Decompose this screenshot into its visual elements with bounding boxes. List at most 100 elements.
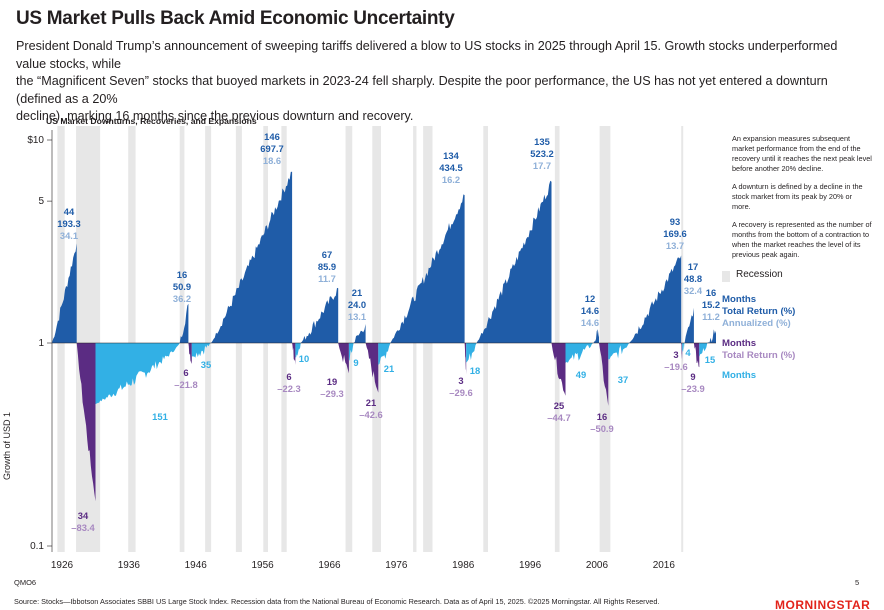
recession-band bbox=[345, 126, 353, 552]
key-downturn: Months Total Return (%) bbox=[722, 338, 872, 362]
recovery-area bbox=[466, 343, 477, 363]
recession-band bbox=[76, 126, 101, 552]
footer-code: QMO6 bbox=[14, 578, 37, 587]
recovery-area bbox=[699, 343, 708, 358]
expansion-return-label: 50.9 bbox=[173, 281, 191, 292]
key-recovery-months: Months bbox=[722, 370, 757, 381]
legend-downturn: A downturn is defined by a decline in th… bbox=[722, 182, 872, 212]
downturn-area bbox=[338, 343, 349, 374]
legend-recovery-text: A recovery is represented as the number … bbox=[732, 220, 872, 259]
downturn-area bbox=[188, 343, 192, 364]
morningstar-logo: MORNINGSTAR bbox=[775, 598, 871, 610]
page-subtitle: President Donald Trump’s announcement of… bbox=[16, 38, 866, 126]
expansion-annualized-label: 34.1 bbox=[60, 230, 78, 241]
downturn-return-label: –29.3 bbox=[320, 388, 343, 399]
expansion-area bbox=[390, 194, 465, 343]
expansion-annualized-label: 16.2 bbox=[442, 174, 460, 185]
key-recovery: Months bbox=[722, 370, 872, 382]
downturn-area bbox=[464, 343, 467, 375]
expansion-return-label: 48.8 bbox=[684, 273, 702, 284]
downturn-months-label: 3 bbox=[458, 375, 463, 386]
key-expansion-return: Total Return (%) bbox=[722, 306, 796, 317]
downturn-area bbox=[292, 343, 296, 365]
expansion-annualized-label: 11.7 bbox=[318, 273, 336, 284]
expansion-months-label: 16 bbox=[177, 269, 187, 280]
expansion-months-label: 12 bbox=[585, 293, 595, 304]
downturn-area bbox=[76, 343, 96, 502]
recovery-months-label: 10 bbox=[299, 353, 309, 364]
expansion-annualized-label: 14.6 bbox=[581, 317, 599, 328]
recovery-area bbox=[378, 343, 391, 365]
expansion-months-label: 21 bbox=[352, 287, 362, 298]
downturn-months-label: 34 bbox=[78, 510, 89, 521]
x-tick-label: 1996 bbox=[519, 560, 542, 571]
expansion-return-label: 24.0 bbox=[348, 299, 366, 310]
expansion-return-label: 697.7 bbox=[260, 143, 283, 154]
recovery-area bbox=[608, 343, 630, 360]
y-tick-label: 0.1 bbox=[30, 541, 44, 552]
recovery-months-label: 37 bbox=[618, 374, 628, 385]
downturn-area bbox=[551, 343, 566, 396]
legend-recovery: A recovery is represented as the number … bbox=[722, 220, 872, 260]
downturn-months-label: 3 bbox=[673, 349, 678, 360]
recovery-area bbox=[295, 343, 301, 358]
key-expansion: Months Total Return (%) Annualized (%) bbox=[722, 294, 872, 330]
expansion-return-label: 434.5 bbox=[439, 162, 462, 173]
downturn-months-label: 25 bbox=[554, 400, 564, 411]
expansion-area bbox=[629, 255, 682, 343]
recovery-area bbox=[95, 343, 180, 405]
downturn-area bbox=[693, 343, 700, 368]
downturn-area bbox=[681, 343, 683, 363]
y-tick-label: 5 bbox=[38, 196, 44, 207]
expansion-area bbox=[684, 307, 694, 343]
downturn-return-label: –50.9 bbox=[590, 423, 613, 434]
page-number: 5 bbox=[855, 578, 860, 587]
y-tick-label: 1 bbox=[38, 338, 44, 349]
downturn-return-label: –22.3 bbox=[277, 383, 300, 394]
expansion-area bbox=[300, 287, 339, 343]
expansion-annualized-label: 17.7 bbox=[533, 160, 551, 171]
source-note: Source: Stocks—Ibbotson Associates SBBI … bbox=[14, 597, 660, 606]
subtitle-line: the “Magnificent Seven” stocks that buoy… bbox=[16, 74, 828, 106]
expansion-return-label: 169.6 bbox=[663, 228, 686, 239]
expansion-months-label: 67 bbox=[322, 249, 332, 260]
page-title: US Market Pulls Back Amid Economic Uncer… bbox=[16, 8, 455, 29]
expansion-months-label: 93 bbox=[670, 216, 680, 227]
downturn-return-label: –21.8 bbox=[174, 379, 197, 390]
x-tick-label: 1966 bbox=[318, 560, 341, 571]
expansion-return-label: 85.9 bbox=[318, 261, 336, 272]
expansion-annualized-label: 36.2 bbox=[173, 293, 191, 304]
recession-band bbox=[128, 126, 136, 552]
recession-band bbox=[372, 126, 381, 552]
downturn-months-label: 6 bbox=[286, 371, 291, 382]
y-tick-label: $10 bbox=[27, 135, 44, 146]
x-tick-label: 1946 bbox=[185, 560, 208, 571]
key-expansion-months: Months bbox=[722, 294, 757, 305]
recession-band bbox=[205, 126, 212, 552]
legend-recession-label: Recession bbox=[736, 269, 783, 280]
subtitle-line: decline), marking 16 months since the pr… bbox=[16, 109, 414, 123]
recession-band bbox=[681, 126, 684, 552]
downturn-months-label: 21 bbox=[366, 397, 376, 408]
downturn-months-label: 16 bbox=[597, 411, 607, 422]
recovery-months-label: 21 bbox=[384, 363, 394, 374]
expansion-months-label: 135 bbox=[534, 136, 550, 147]
recovery-area bbox=[565, 343, 593, 363]
subtitle-line: President Donald Trump’s announcement of… bbox=[16, 39, 838, 71]
recovery-area bbox=[191, 343, 212, 358]
x-tick-label: 1956 bbox=[251, 560, 274, 571]
expansion-annualized-label: 13.1 bbox=[348, 311, 366, 322]
expansion-annualized-label: 13.7 bbox=[666, 240, 684, 251]
x-tick-label: 1926 bbox=[51, 560, 74, 571]
expansion-months-label: 17 bbox=[688, 261, 698, 272]
expansion-area bbox=[52, 243, 77, 343]
expansion-return-label: 193.3 bbox=[57, 218, 80, 229]
legend-recession: Recession bbox=[722, 269, 872, 282]
expansion-annualized-label: 18.6 bbox=[263, 155, 281, 166]
expansion-return-label: 15.2 bbox=[702, 299, 720, 310]
expansion-area bbox=[353, 324, 366, 343]
recovery-area bbox=[348, 343, 354, 361]
expansion-return-label: 14.6 bbox=[581, 305, 599, 316]
expansion-annualized-label: 11.2 bbox=[702, 311, 720, 322]
